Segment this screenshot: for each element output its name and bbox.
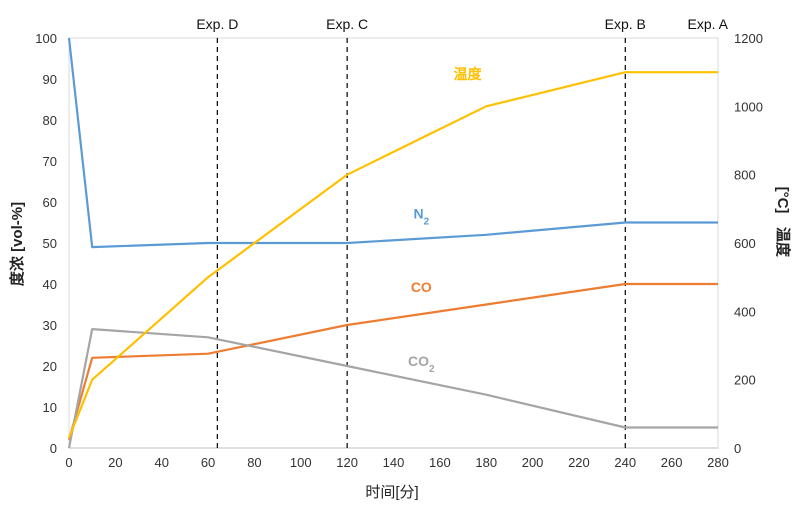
x-tick-label: 240	[614, 455, 636, 470]
plot-area-border	[68, 37, 719, 449]
series-labels: 温度 N2 CO CO2	[408, 66, 483, 375]
series-label: 温度	[454, 66, 483, 82]
x-axis-label: 时间[分]	[365, 484, 418, 501]
y-right-tick-label: 1200	[734, 31, 763, 46]
x-tick-label: 180	[475, 455, 497, 470]
x-tick-label: 260	[661, 455, 683, 470]
y-left-tick-label: 90	[43, 72, 57, 87]
experiment-marker-label: Exp. C	[326, 16, 368, 32]
experiment-marker-label: Exp. A	[688, 16, 729, 32]
x-tick-label: 100	[290, 455, 312, 470]
y-left-axis-label: 度浓 [vol-%]	[8, 202, 26, 286]
x-tick-label: 60	[201, 455, 215, 470]
y-right-tick-label: 600	[734, 236, 756, 251]
experiment-markers: Exp. D Exp. C Exp. B Exp. A	[196, 16, 729, 448]
series-line	[67, 71, 718, 439]
y-right-tick-label: 1000	[734, 99, 763, 114]
series-line	[67, 282, 718, 441]
y-left-axis-ticks: 0 10 20 30 40 50 60 70 80 90 100	[35, 31, 57, 456]
y-right-tick-label: 800	[734, 168, 756, 183]
x-tick-label: 80	[247, 455, 261, 470]
x-axis-ticks: 0 20 40 60 80 100 120 140 160 180 200 220 240 260 280	[65, 455, 728, 470]
y-left-tick-label: 30	[43, 318, 57, 333]
y-right-axis-text: 温度	[774, 227, 792, 258]
x-tick-label: 40	[154, 455, 168, 470]
y-left-tick-label: 0	[50, 441, 57, 456]
plot-frame	[68, 37, 719, 449]
y-left-tick-label: 20	[43, 359, 57, 374]
series-lines	[67, 37, 718, 449]
x-tick-label: 160	[429, 455, 451, 470]
y-left-tick-label: 60	[43, 195, 57, 210]
y-left-tick-label: 70	[43, 154, 57, 169]
experiment-marker-label: Exp. D	[196, 16, 238, 32]
series-label: CO2	[408, 353, 435, 375]
y-left-tick-label: 100	[35, 31, 57, 46]
x-tick-label: 280	[707, 455, 729, 470]
series-label: N2	[413, 205, 429, 227]
y-left-tick-label: 40	[43, 277, 57, 292]
y-left-tick-label: 10	[43, 400, 57, 415]
series-line	[67, 37, 718, 249]
series-label: CO	[411, 279, 432, 295]
x-tick-label: 140	[383, 455, 405, 470]
experiment-marker-label: Exp. B	[605, 16, 646, 32]
y-right-tick-label: 0	[734, 441, 741, 456]
y-right-tick-label: 400	[734, 304, 756, 319]
y-left-tick-label: 80	[43, 113, 57, 128]
x-tick-label: 0	[65, 455, 72, 470]
y-right-axis-unit: [°C]	[774, 187, 791, 214]
x-tick-label: 200	[522, 455, 544, 470]
x-tick-label: 20	[108, 455, 122, 470]
y-right-axis-ticks: 0 200 400 600 800 1000 1200	[734, 31, 763, 456]
x-tick-label: 220	[568, 455, 590, 470]
y-left-tick-label: 50	[43, 236, 57, 251]
x-tick-label: 120	[336, 455, 358, 470]
y-right-tick-label: 200	[734, 373, 756, 388]
series-line	[67, 328, 718, 449]
